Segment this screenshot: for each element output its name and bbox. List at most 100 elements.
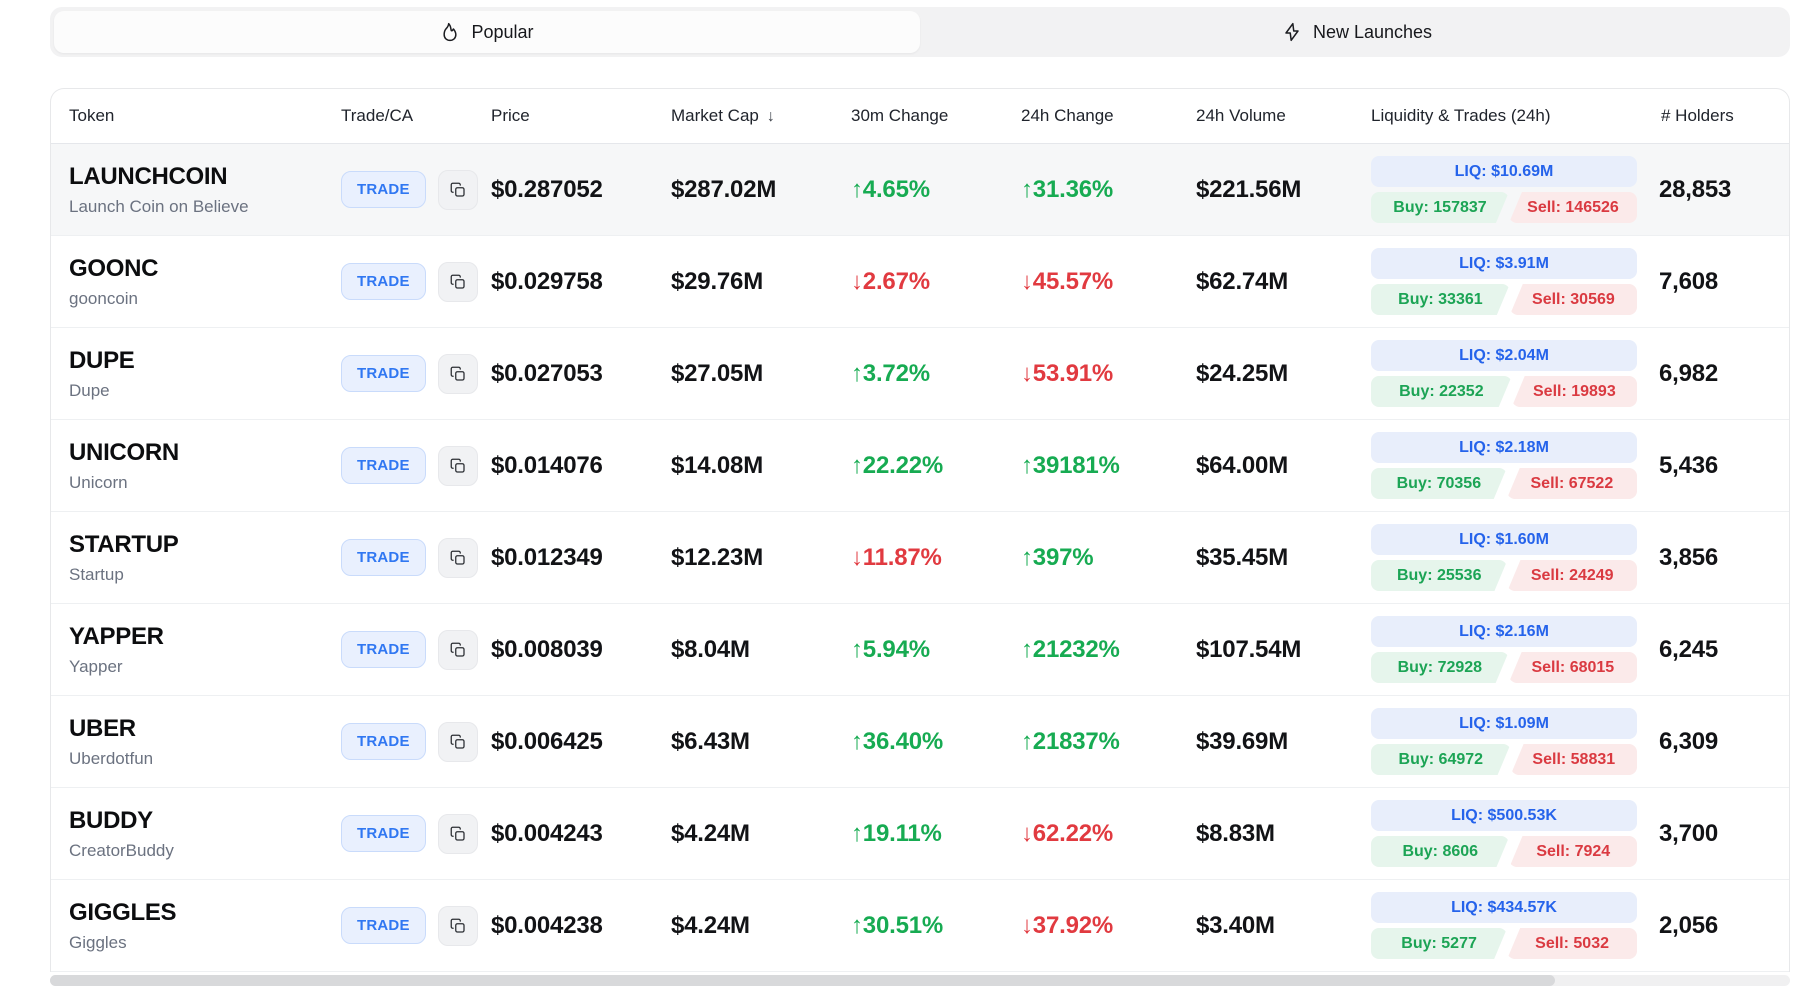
buy-sell-badges: Buy: 8606 Sell: 7924: [1371, 836, 1637, 867]
token-name: Unicorn: [69, 472, 128, 492]
change-30m: ↓2.67%: [851, 267, 930, 295]
buys-badge: Buy: 33361: [1371, 284, 1510, 315]
copy-icon: [450, 458, 465, 473]
token-table: Token Trade/CA Price Market Cap ↓ 30m Cha…: [50, 88, 1790, 972]
copy-ca-button[interactable]: [437, 721, 478, 762]
table-row[interactable]: GOONC gooncoin TRADE $0.029758 $29.76M ↓…: [51, 236, 1789, 328]
token-symbol: BUDDY: [69, 806, 153, 834]
table-row[interactable]: UNICORN Unicorn TRADE $0.014076 $14.08M …: [51, 420, 1789, 512]
price: $0.006425: [491, 727, 603, 755]
market-cap: $12.23M: [671, 543, 763, 571]
change-24h: ↓37.92%: [1021, 911, 1113, 939]
column-header-token: Token: [69, 106, 115, 125]
table-row[interactable]: UBER Uberdotfun TRADE $0.006425 $6.43M ↑…: [51, 696, 1789, 788]
change-24h: ↓45.57%: [1021, 267, 1113, 295]
volume-24h: $35.45M: [1196, 543, 1288, 571]
token-name: Yapper: [69, 656, 123, 676]
change-24h: ↓53.91%: [1021, 359, 1113, 387]
tab-new-launches[interactable]: New Launches: [924, 7, 1790, 57]
column-header-30m-change: 30m Change: [851, 106, 949, 125]
copy-ca-button[interactable]: [437, 261, 478, 302]
table-row[interactable]: STARTUP Startup TRADE $0.012349 $12.23M …: [51, 512, 1789, 604]
liquidity-badge: LIQ: $1.09M: [1371, 708, 1637, 739]
horizontal-scrollbar[interactable]: [50, 975, 1555, 986]
change-30m: ↓11.87%: [851, 543, 942, 571]
buy-sell-badges: Buy: 70356 Sell: 67522: [1371, 468, 1637, 499]
trade-button[interactable]: TRADE: [341, 171, 426, 208]
table-row[interactable]: GIGGLES Giggles TRADE $0.004238 $4.24M ↑…: [51, 880, 1789, 972]
tab-new-launches-label: New Launches: [1312, 21, 1433, 42]
buy-sell-badges: Buy: 5277 Sell: 5032: [1371, 928, 1637, 959]
copy-ca-button[interactable]: [437, 537, 478, 578]
buys-badge: Buy: 70356: [1371, 468, 1507, 499]
table-row[interactable]: LAUNCHCOIN Launch Coin on Believe TRADE …: [51, 144, 1789, 236]
token-name: Launch Coin on Believe: [69, 196, 249, 216]
copy-icon: [450, 734, 465, 749]
liquidity-badge: LIQ: $434.57K: [1371, 892, 1637, 923]
trade-button[interactable]: TRADE: [341, 631, 426, 668]
market-cap: $8.04M: [671, 635, 750, 663]
copy-ca-button[interactable]: [437, 353, 478, 394]
token-symbol: STARTUP: [69, 530, 179, 558]
tab-popular[interactable]: Popular: [54, 11, 920, 53]
market-cap: $14.08M: [671, 451, 763, 479]
token-symbol: YAPPER: [69, 622, 164, 650]
trade-button[interactable]: TRADE: [341, 815, 426, 852]
sells-badge: Sell: 24249: [1507, 560, 1637, 591]
table-row[interactable]: BUDDY CreatorBuddy TRADE $0.004243 $4.24…: [51, 788, 1789, 880]
token-symbol: DUPE: [69, 346, 135, 374]
holders: 3,700: [1659, 819, 1719, 847]
column-header-market-cap[interactable]: Market Cap ↓: [671, 106, 775, 125]
liquidity-badge: LIQ: $10.69M: [1371, 156, 1637, 187]
copy-icon: [450, 274, 465, 289]
buy-sell-badges: Buy: 25536 Sell: 24249: [1371, 560, 1637, 591]
copy-ca-button[interactable]: [437, 445, 478, 486]
trade-button[interactable]: TRADE: [341, 723, 426, 760]
price: $0.287052: [491, 175, 603, 203]
price: $0.029758: [491, 267, 603, 295]
trade-button[interactable]: TRADE: [341, 539, 426, 576]
liquidity-badge: LIQ: $2.04M: [1371, 340, 1637, 371]
buys-badge: Buy: 25536: [1371, 560, 1507, 591]
change-30m: ↑19.11%: [851, 819, 942, 847]
token-symbol: LAUNCHCOIN: [69, 162, 228, 190]
liquidity-badge: LIQ: $500.53K: [1371, 800, 1637, 831]
buys-badge: Buy: 72928: [1371, 652, 1509, 683]
table-header: Token Trade/CA Price Market Cap ↓ 30m Cha…: [51, 89, 1789, 144]
tab-bar: Popular New Launches: [50, 7, 1790, 57]
holders: 7,608: [1659, 267, 1719, 295]
copy-icon: [450, 550, 465, 565]
volume-24h: $24.25M: [1196, 359, 1288, 387]
copy-ca-button[interactable]: [437, 169, 478, 210]
copy-ca-button[interactable]: [437, 905, 478, 946]
buys-badge: Buy: 8606: [1371, 836, 1509, 867]
table-row[interactable]: YAPPER Yapper TRADE $0.008039 $8.04M ↑5.…: [51, 604, 1789, 696]
trade-button[interactable]: TRADE: [341, 263, 426, 300]
trade-button[interactable]: TRADE: [341, 355, 426, 392]
change-30m: ↑36.40%: [851, 727, 943, 755]
holders: 28,853: [1659, 175, 1732, 203]
copy-icon: [450, 918, 465, 933]
volume-24h: $107.54M: [1196, 635, 1302, 663]
table-row[interactable]: DUPE Dupe TRADE $0.027053 $27.05M ↑3.72%…: [51, 328, 1789, 420]
change-24h: ↑397%: [1021, 543, 1094, 571]
market-cap: $287.02M: [671, 175, 777, 203]
copy-ca-button[interactable]: [437, 813, 478, 854]
sells-badge: Sell: 7924: [1509, 836, 1637, 867]
sells-badge: Sell: 68015: [1508, 652, 1637, 683]
volume-24h: $3.40M: [1196, 911, 1275, 939]
holders: 6,309: [1659, 727, 1719, 755]
token-name: Uberdotfun: [69, 748, 154, 768]
sells-badge: Sell: 30569: [1509, 284, 1637, 315]
column-header-24h-volume: 24h Volume: [1196, 106, 1286, 125]
price: $0.027053: [491, 359, 603, 387]
liquidity-badge: LIQ: $2.18M: [1371, 432, 1637, 463]
change-24h: ↑31.36%: [1021, 175, 1113, 203]
trade-button[interactable]: TRADE: [341, 447, 426, 484]
buy-sell-badges: Buy: 72928 Sell: 68015: [1371, 652, 1637, 683]
column-header-trade-ca: Trade/CA: [341, 106, 414, 125]
change-30m: ↑5.94%: [851, 635, 930, 663]
copy-ca-button[interactable]: [437, 629, 478, 670]
trade-button[interactable]: TRADE: [341, 907, 426, 944]
